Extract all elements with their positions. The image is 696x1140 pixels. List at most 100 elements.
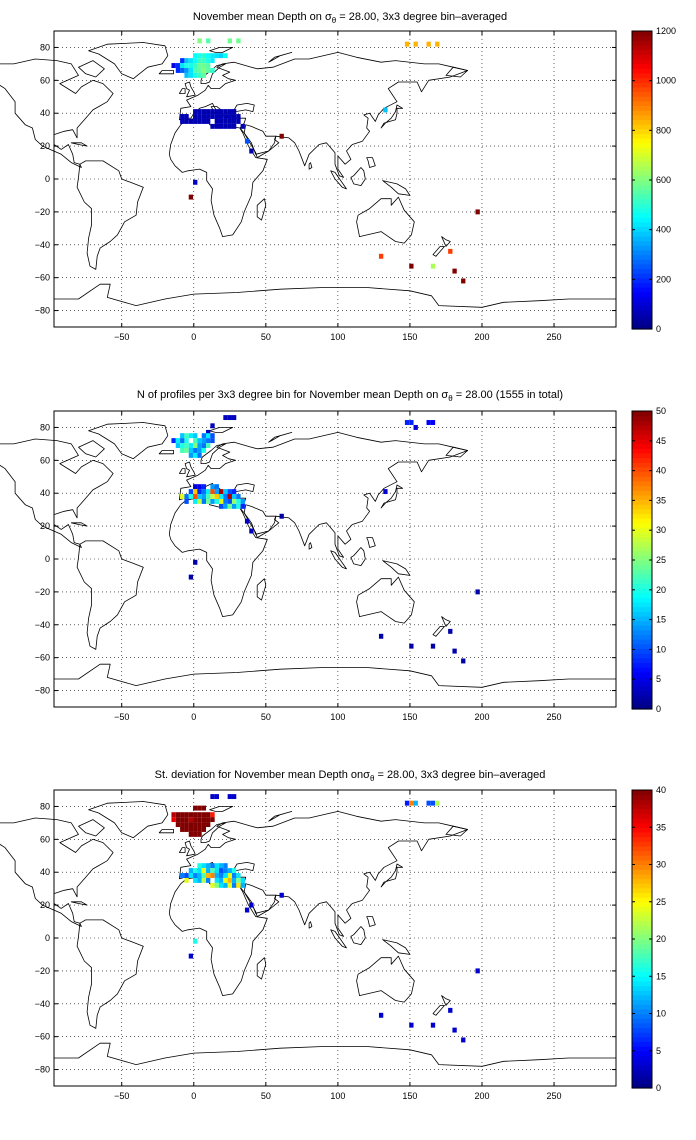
data-bin xyxy=(214,109,219,115)
colorbar-segment xyxy=(632,184,652,190)
colorbar-segment xyxy=(632,560,652,566)
data-bin xyxy=(223,123,228,129)
data-bin xyxy=(430,800,436,806)
x-tick-label: 100 xyxy=(330,712,345,722)
coastline-novaya-zemlya xyxy=(268,52,293,63)
data-bin xyxy=(206,863,211,869)
data-bin xyxy=(188,433,194,439)
colorbar-segment xyxy=(632,301,652,307)
data-bin xyxy=(184,817,189,823)
data-bin xyxy=(214,118,219,124)
colorbar-tick-label: 30 xyxy=(656,860,666,870)
coastline-japan xyxy=(380,484,404,509)
y-tick-label: −40 xyxy=(35,999,50,1009)
data-bin xyxy=(206,109,211,115)
data-bin xyxy=(378,1012,384,1018)
data-bin xyxy=(214,484,219,490)
data-bin xyxy=(210,812,215,818)
data-bin xyxy=(197,822,202,827)
colorbar-segment xyxy=(632,952,652,959)
coastline-new-zealand-n xyxy=(441,616,451,627)
data-bin xyxy=(197,443,202,448)
data-bin xyxy=(180,58,185,64)
data-bin xyxy=(184,877,189,883)
data-bin xyxy=(193,938,198,944)
data-bin xyxy=(430,643,436,649)
colorbar-segment xyxy=(632,799,652,805)
colorbar-segment xyxy=(632,443,652,449)
data-bin xyxy=(219,53,224,59)
data-bin xyxy=(201,863,207,869)
colorbar-segment xyxy=(632,522,652,529)
data-bin xyxy=(210,423,215,429)
data-bin xyxy=(223,489,228,495)
coastline-japan xyxy=(380,863,404,888)
colorbar-segment xyxy=(632,653,652,659)
y-tick-label: −20 xyxy=(35,587,50,597)
coastline-sri-lanka xyxy=(308,921,313,929)
coastline-south-america xyxy=(76,919,144,1029)
coastline-antarctica xyxy=(53,283,617,328)
coastline-australia xyxy=(356,576,415,624)
colorbar-segment xyxy=(632,263,652,270)
data-bin xyxy=(236,873,241,878)
colorbar-segment xyxy=(632,976,652,982)
colorbar-segment xyxy=(632,114,652,121)
colorbar-segment xyxy=(632,592,652,598)
data-bin xyxy=(193,109,198,115)
y-tick-label: 80 xyxy=(40,422,50,432)
x-tick-label: 200 xyxy=(474,332,489,342)
data-bin xyxy=(188,58,194,64)
x-tick-label: 100 xyxy=(330,1091,345,1101)
data-bin xyxy=(193,868,198,874)
data-bin xyxy=(227,877,232,883)
data-bin xyxy=(206,498,211,504)
y-tick-label: −20 xyxy=(35,966,50,976)
data-bin xyxy=(231,794,237,800)
coastline-antarctica xyxy=(53,663,617,708)
data-bin xyxy=(180,494,185,499)
data-bin xyxy=(175,68,181,73)
colorbar-segment xyxy=(632,156,652,162)
data-bin xyxy=(201,873,207,878)
data-bin xyxy=(227,489,232,495)
data-bin xyxy=(206,812,211,818)
data-bin xyxy=(227,415,232,421)
data-bin xyxy=(210,817,215,823)
data-bin xyxy=(461,278,466,284)
data-bin xyxy=(193,484,198,490)
data-bin xyxy=(197,863,202,869)
colorbar-segment xyxy=(632,68,652,74)
data-bin xyxy=(197,873,202,878)
colorbar-segment xyxy=(632,480,652,487)
colorbar-segment xyxy=(632,620,652,626)
grid xyxy=(54,790,616,1086)
data-bin xyxy=(180,433,185,439)
colorbar-segment xyxy=(632,494,652,501)
colorbar-segment xyxy=(632,1022,652,1029)
data-bin xyxy=(223,494,228,499)
data-bin xyxy=(197,68,202,73)
colorbar-segment xyxy=(632,77,652,83)
colorbar-segment xyxy=(632,878,652,884)
data-bin xyxy=(193,443,198,448)
data-bins xyxy=(171,415,480,664)
colorbar-tick-label: 15 xyxy=(656,971,666,981)
colorbar-segment xyxy=(632,532,652,538)
data-bin xyxy=(188,68,194,73)
data-bin xyxy=(475,209,480,215)
data-bin xyxy=(219,498,224,504)
data-bin xyxy=(214,868,219,874)
data-bin xyxy=(231,109,237,115)
coastline-cuba xyxy=(70,901,88,906)
data-bin xyxy=(452,648,457,654)
data-bin xyxy=(197,118,202,124)
colorbar-segment xyxy=(632,82,652,88)
colorbar-segment xyxy=(632,324,652,330)
coastline-arabia-patch xyxy=(243,883,277,914)
colorbar-segment xyxy=(632,892,652,898)
coastline-map xyxy=(0,42,617,328)
colorbar-segment xyxy=(632,1027,652,1033)
data-bin xyxy=(231,123,237,129)
colorbar-segment xyxy=(632,310,652,316)
